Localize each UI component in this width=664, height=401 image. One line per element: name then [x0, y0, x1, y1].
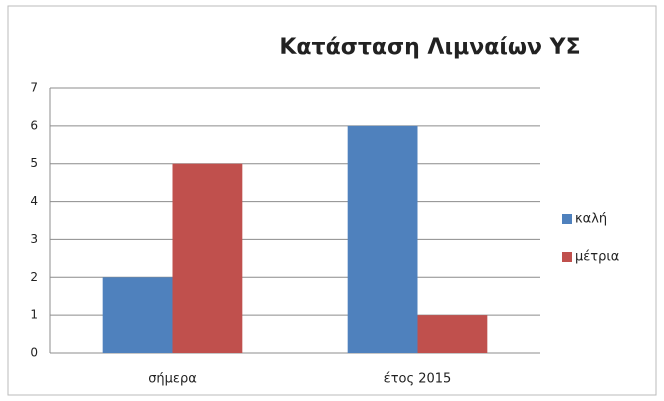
legend-label: καλή: [575, 212, 607, 227]
bar: [102, 277, 173, 353]
y-tick-label: 4: [30, 194, 38, 208]
y-tick-label: 7: [30, 81, 38, 95]
bar: [417, 315, 488, 353]
y-tick-label: 2: [30, 270, 38, 284]
y-tick-label: 3: [30, 232, 38, 246]
x-tick-label: έτος 2015: [384, 372, 452, 387]
legend-label: μέτρια: [575, 250, 619, 265]
legend-swatch: [562, 252, 572, 262]
y-tick-label: 0: [30, 346, 38, 360]
chart-title: Κατάσταση Λιμναίων ΥΣ: [279, 35, 580, 60]
bar: [347, 125, 418, 353]
legend-swatch: [562, 214, 572, 224]
y-tick-label: 5: [30, 156, 38, 170]
y-tick-label: 6: [30, 118, 38, 132]
bar: [172, 163, 243, 353]
y-tick-label: 1: [30, 308, 38, 322]
x-tick-label: σήμερα: [148, 372, 197, 387]
